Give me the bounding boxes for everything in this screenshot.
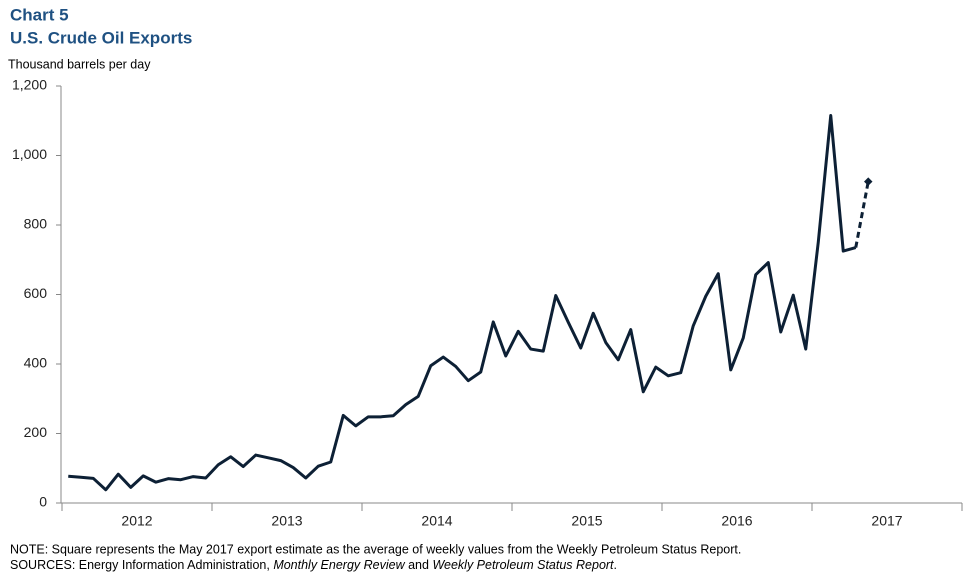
y-axis-label: Thousand barrels per day: [8, 57, 151, 71]
sources-part: SOURCES: Energy Information Administrati…: [10, 558, 273, 572]
sources-part: Weekly Petroleum Status Report: [432, 558, 614, 572]
y-tick-label: 0: [39, 494, 47, 510]
estimate-line: [854, 181, 870, 248]
data-line: [68, 114, 857, 492]
chart-subtitle: U.S. Crude Oil Exports: [10, 28, 192, 47]
y-tick-label: 400: [24, 355, 48, 371]
x-tick-label: 2012: [121, 513, 152, 529]
note: NOTE: Square represents the May 2017 exp…: [10, 542, 741, 556]
y-tick-label: 1,200: [12, 77, 47, 93]
sources-part: .: [614, 558, 617, 572]
x-tick-label: 2017: [871, 513, 902, 529]
sources-part: Monthly Energy Review: [273, 558, 405, 572]
sources-part: and: [405, 558, 433, 572]
x-tick-label: 2013: [271, 513, 302, 529]
y-tick-label: 600: [24, 285, 48, 301]
estimate-marker: [864, 177, 873, 186]
x-tick-label: 2014: [421, 513, 452, 529]
y-tick-label: 800: [24, 216, 48, 232]
x-tick-label: 2016: [721, 513, 752, 529]
chart-title: Chart 5: [10, 5, 69, 24]
sources: SOURCES: Energy Information Administrati…: [10, 558, 617, 572]
x-tick-label: 2015: [571, 513, 602, 529]
y-tick-label: 200: [24, 424, 48, 440]
y-tick-label: 1,000: [12, 146, 47, 162]
